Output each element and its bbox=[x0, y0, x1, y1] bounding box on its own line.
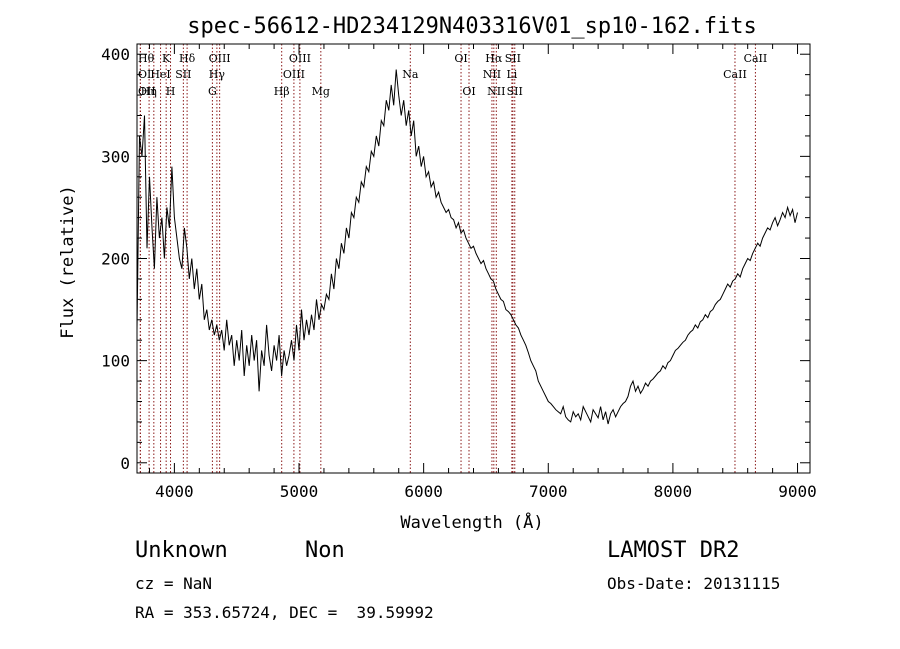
spectral-line-label: Li bbox=[506, 68, 517, 81]
spectral-line-label: H bbox=[166, 85, 176, 98]
spectral-line-label: SII bbox=[175, 68, 191, 81]
spectrum-line bbox=[136, 69, 798, 425]
spectral-line-label: NII bbox=[483, 68, 501, 81]
x-tick-label: 4000 bbox=[155, 482, 194, 501]
spectral-line-label: NII bbox=[487, 85, 505, 98]
spectral-line-label: Hη bbox=[141, 85, 157, 98]
object-class: Unknown bbox=[135, 538, 228, 563]
chart-title: spec-56612-HD234129N403316V01_sp10-162.f… bbox=[187, 14, 757, 39]
x-tick-label: 5000 bbox=[280, 482, 319, 501]
spectral-line-label: Hδ bbox=[179, 52, 196, 65]
y-axis-label: Flux (relative) bbox=[58, 185, 78, 339]
spectral-line-markers bbox=[139, 44, 756, 473]
y-tick-label: 100 bbox=[101, 352, 130, 371]
coordinates: RA = 353.65724, DEC = 39.59992 bbox=[135, 603, 434, 622]
spectral-line-label: OI bbox=[138, 68, 151, 81]
y-tick-label: 0 bbox=[120, 454, 130, 473]
x-tick-label: 9000 bbox=[778, 482, 817, 501]
redshift-text: cz = NaN bbox=[135, 574, 213, 593]
x-axis-label: Wavelength (Å) bbox=[400, 511, 543, 533]
spectral-line-label: Mg bbox=[312, 85, 330, 98]
spectral-line-label: OI bbox=[462, 85, 475, 98]
spectral-line-label: OIII bbox=[209, 52, 231, 65]
spectral-line-label: Hγ bbox=[209, 68, 226, 81]
spectral-line-label: OIII bbox=[289, 52, 311, 65]
spectral-line-label: Hθ bbox=[138, 52, 155, 65]
x-tick-label: 8000 bbox=[654, 482, 693, 501]
spectral-line-label: G bbox=[208, 85, 217, 98]
spectral-line-label: Na bbox=[402, 68, 419, 81]
spectral-line-label: K bbox=[162, 52, 171, 65]
spectral-line-label: CaII bbox=[723, 68, 747, 81]
spectral-line-labels: OII OI Hθ Hη HeI K H SII Hδ G Hγ OIII Hβ OIII OIII Mg Na… bbox=[138, 52, 767, 98]
spectral-line-label: SII bbox=[507, 85, 523, 98]
survey-name: LAMOST DR2 bbox=[607, 538, 740, 563]
obs-date: Obs-Date: 20131115 bbox=[607, 574, 781, 593]
spectral-line-label: HeI bbox=[150, 68, 170, 81]
x-tick-label: 6000 bbox=[404, 482, 443, 501]
spectral-line-label: OI bbox=[454, 52, 467, 65]
y-tick-label: 400 bbox=[101, 45, 130, 64]
x-tick-label: 7000 bbox=[529, 482, 568, 501]
y-tick-label: 200 bbox=[101, 250, 130, 269]
y-axis: 0 100 200 300 400 bbox=[101, 45, 810, 473]
spectral-line-label: CaII bbox=[744, 52, 768, 65]
spectral-line-label: OIII bbox=[283, 68, 305, 81]
spectral-line-label: SII bbox=[505, 52, 521, 65]
spectral-line-label: Hα bbox=[485, 52, 503, 65]
plot-frame bbox=[136, 43, 811, 474]
spectral-line-label: OII bbox=[138, 85, 156, 98]
x-axis: 4000 5000 6000 7000 8000 9000 bbox=[148, 44, 817, 501]
y-tick-label: 300 bbox=[101, 147, 130, 166]
spectral-line-label: Hβ bbox=[274, 85, 290, 98]
object-subclass: Non bbox=[305, 538, 345, 563]
